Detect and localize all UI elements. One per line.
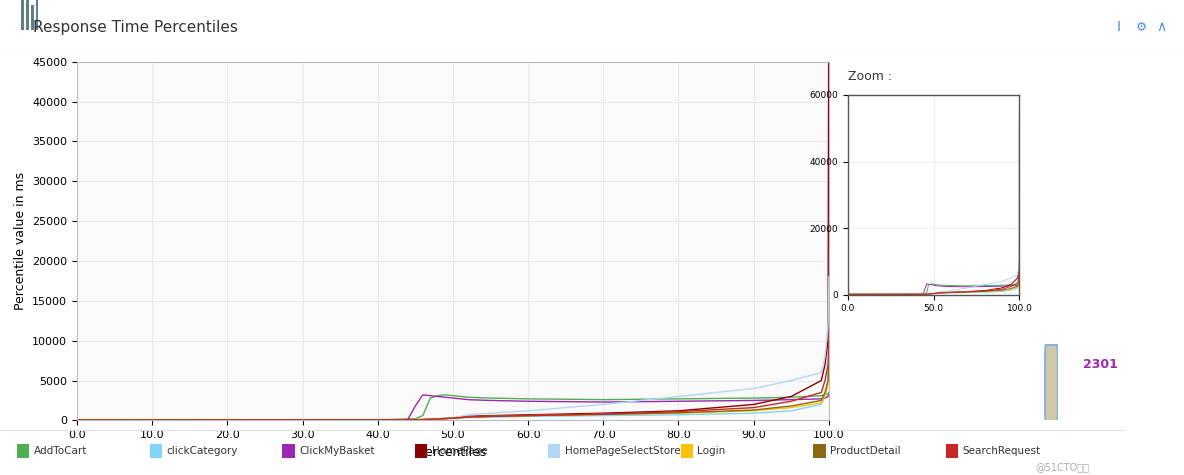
Bar	[681, 444, 693, 458]
Text: Login: Login	[697, 446, 726, 456]
Bar	[416, 444, 427, 458]
Text: clickCategory: clickCategory	[167, 446, 238, 456]
Bar	[36, 0, 38, 30]
Text: ClickMyBasket: ClickMyBasket	[300, 446, 374, 456]
Text: HomePage: HomePage	[432, 446, 488, 456]
Bar	[548, 444, 560, 458]
Text: HomePageSelectStore: HomePageSelectStore	[565, 446, 681, 456]
Text: SearchRequest: SearchRequest	[963, 446, 1041, 456]
Text: I: I	[1117, 20, 1121, 34]
Bar	[17, 444, 30, 458]
Text: @51CTO博客: @51CTO博客	[1035, 462, 1089, 472]
X-axis label: Percentiles: Percentiles	[419, 446, 487, 459]
Text: AddToCart: AddToCart	[33, 446, 88, 456]
Bar	[31, 5, 33, 30]
FancyBboxPatch shape	[1045, 345, 1057, 424]
Bar	[282, 444, 295, 458]
Text: 2301: 2301	[1083, 358, 1118, 371]
Text: Zoom :: Zoom :	[848, 70, 892, 83]
Y-axis label: Percentile value in ms: Percentile value in ms	[13, 172, 26, 310]
Text: Response Time Percentiles: Response Time Percentiles	[33, 20, 238, 35]
Bar	[21, 0, 24, 30]
Bar	[946, 444, 958, 458]
Bar	[149, 444, 162, 458]
Bar	[26, 0, 28, 30]
Text: ∧: ∧	[1157, 20, 1166, 34]
Text: ProductDetail: ProductDetail	[830, 446, 901, 456]
Text: ⚙: ⚙	[1135, 21, 1147, 34]
Bar	[813, 444, 825, 458]
